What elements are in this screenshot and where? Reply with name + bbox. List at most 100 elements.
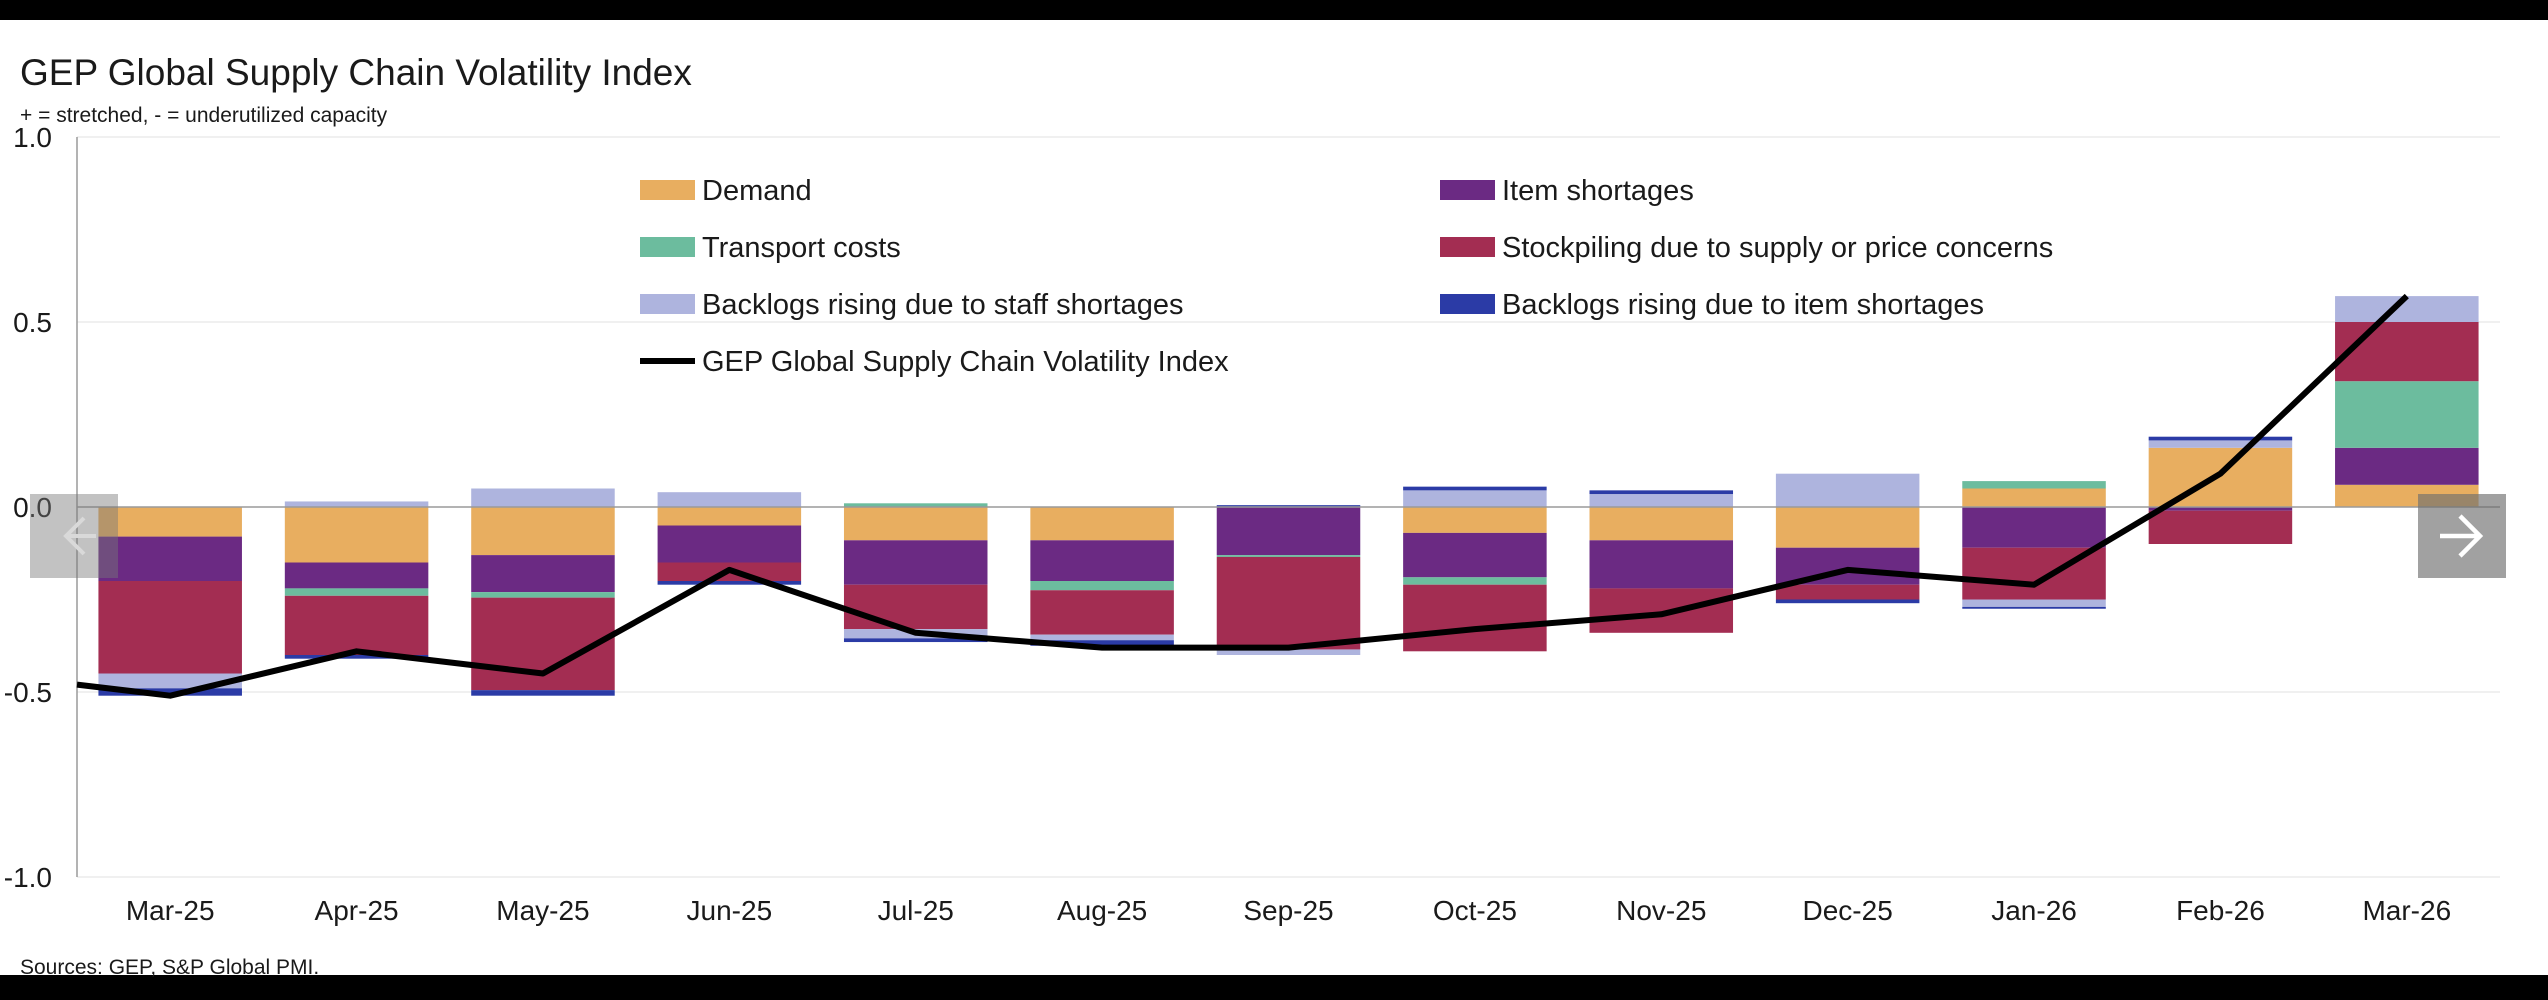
x-tick-label: Dec-25 xyxy=(1803,895,1893,926)
bar-segment xyxy=(1962,599,2106,607)
legend-swatch xyxy=(1440,180,1495,200)
bar-segment xyxy=(1962,507,2106,548)
bar-segment xyxy=(1589,540,1734,589)
bar-segment xyxy=(1216,555,1361,557)
x-tick-label: Mar-25 xyxy=(126,895,215,926)
bar-segment xyxy=(1589,588,1734,633)
bar-segment xyxy=(284,507,429,563)
bar-segment xyxy=(1775,584,1920,600)
bar-segment xyxy=(1589,490,1734,495)
bar-segment xyxy=(98,507,242,537)
bar-segment xyxy=(1030,634,1174,641)
bar-segment xyxy=(1030,540,1174,581)
bar-segment xyxy=(1216,649,1361,655)
legend-label: Backlogs rising due to item shortages xyxy=(1502,289,1984,321)
y-tick-label: 0.5 xyxy=(13,307,52,338)
x-tick-label: Jul-25 xyxy=(878,895,954,926)
bar-segment xyxy=(1962,488,2106,507)
bar-segment xyxy=(1962,481,2106,489)
bar-segment xyxy=(657,525,802,563)
previous-slide-button[interactable] xyxy=(30,494,118,578)
bar-segment xyxy=(657,581,802,585)
bar-segment xyxy=(1403,584,1547,652)
y-tick-label: -1.0 xyxy=(4,862,52,893)
bar-segment xyxy=(284,595,429,655)
bar-segment xyxy=(1030,507,1174,541)
bar-segment xyxy=(1403,507,1547,533)
x-tick-label: Apr-25 xyxy=(315,895,399,926)
legend-label: Item shortages xyxy=(1502,175,1694,207)
legend-swatch xyxy=(640,294,695,314)
bar-segment xyxy=(1216,505,1361,507)
bar-segment xyxy=(98,581,242,674)
x-tick-label: Aug-25 xyxy=(1057,895,1147,926)
chart-subtitle: + = stretched, - = underutilized capacit… xyxy=(20,104,388,127)
x-tick-label: Nov-25 xyxy=(1616,895,1706,926)
bar-segment xyxy=(2335,296,2479,322)
bar-segment xyxy=(471,488,615,507)
bar-segment xyxy=(471,555,615,593)
x-tick-label: Jun-25 xyxy=(687,895,773,926)
bar-segment xyxy=(1403,486,1547,491)
x-tick-label: Sep-25 xyxy=(1243,895,1333,926)
bar-segment xyxy=(657,492,802,507)
x-tick-label: Oct-25 xyxy=(1433,895,1517,926)
bar-segment xyxy=(1403,490,1547,507)
bar-segment xyxy=(1589,494,1734,507)
next-slide-button[interactable] xyxy=(2418,494,2506,578)
legend-label: Backlogs rising due to staff shortages xyxy=(702,289,1183,321)
bar-segment xyxy=(843,503,988,507)
x-tick-label: May-25 xyxy=(496,895,589,926)
bar-segment xyxy=(284,655,429,659)
bar-segment xyxy=(2335,447,2479,485)
chart-title: GEP Global Supply Chain Volatility Index xyxy=(20,52,692,93)
bar-segment xyxy=(1030,581,1174,591)
legend-swatch xyxy=(1440,237,1495,257)
chart-frame: GEP Global Supply Chain Volatility Index… xyxy=(0,20,2548,979)
bar-segment xyxy=(2148,447,2293,507)
bar-segment xyxy=(1030,640,1174,646)
bar-segment xyxy=(2148,440,2293,448)
legend-swatch xyxy=(640,180,695,200)
legend-label: GEP Global Supply Chain Volatility Index xyxy=(702,346,1229,378)
bar-segment xyxy=(843,584,988,630)
bar-segment xyxy=(1775,599,1920,604)
y-tick-label: 0.0 xyxy=(13,492,52,523)
bar-segment xyxy=(471,592,615,598)
bar-segment xyxy=(2335,322,2479,382)
bar-segment xyxy=(843,638,988,643)
bar-segment xyxy=(1589,507,1734,541)
bar-segment xyxy=(1216,507,1361,556)
bar-segment xyxy=(284,562,429,589)
bar-segment xyxy=(2148,510,2293,544)
x-tick-label: Feb-26 xyxy=(2176,895,2265,926)
arrow-left-icon xyxy=(63,516,96,556)
bar-segment xyxy=(471,690,615,696)
x-tick-label: Mar-26 xyxy=(2362,895,2451,926)
index-line xyxy=(76,293,2409,699)
bar-segment xyxy=(284,588,429,596)
arrow-right-icon xyxy=(2440,514,2484,558)
bar-segment xyxy=(2148,507,2293,511)
legend-label: Demand xyxy=(702,175,812,207)
legend-label: Stockpiling due to supply or price conce… xyxy=(1502,232,2053,264)
bar-segment xyxy=(1403,532,1547,578)
bar-segment xyxy=(843,540,988,585)
x-tick-label: Jan-26 xyxy=(1991,895,2077,926)
bar-segment xyxy=(1962,606,2106,609)
legend-swatch xyxy=(640,237,695,257)
bar-segment xyxy=(2335,381,2479,448)
legend-label: Transport costs xyxy=(702,232,901,264)
chart-source: Sources: GEP, S&P Global PMI. xyxy=(20,956,320,979)
bar-segment xyxy=(284,501,429,507)
bar-segment xyxy=(1403,577,1547,585)
bar-segment xyxy=(1030,590,1174,635)
bar-segment xyxy=(843,507,988,541)
bar-segment xyxy=(2148,436,2293,441)
bar-segment xyxy=(657,507,802,526)
bar-segment xyxy=(1775,507,1920,548)
y-tick-label: -0.5 xyxy=(4,677,52,708)
y-tick-label: 1.0 xyxy=(13,122,52,153)
bar-segment xyxy=(98,688,242,696)
